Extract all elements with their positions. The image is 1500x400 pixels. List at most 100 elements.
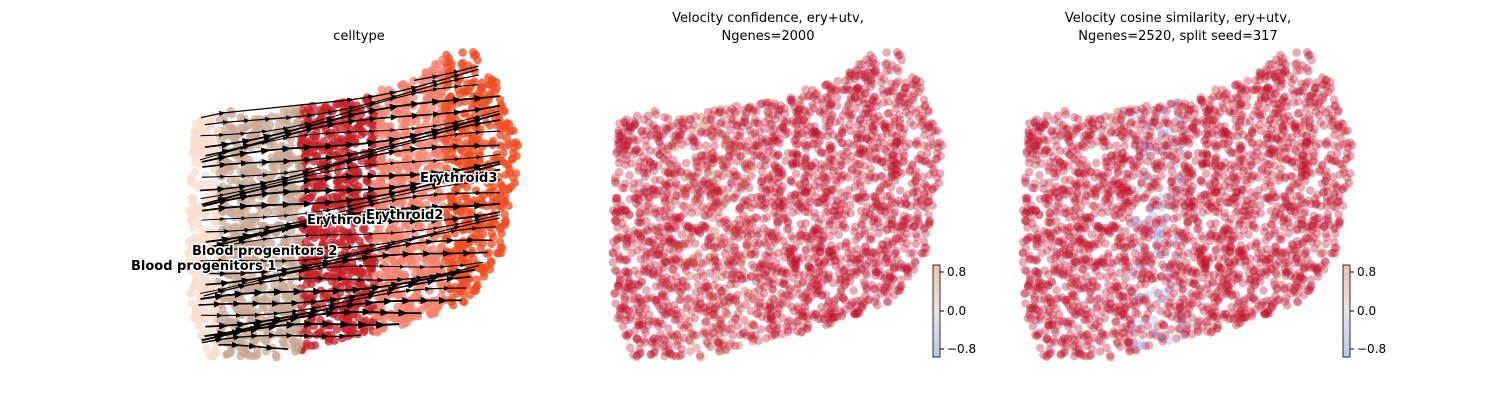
cell-point	[730, 242, 739, 252]
cell-point	[457, 60, 466, 69]
cell-point	[858, 187, 868, 197]
cell-point	[187, 299, 196, 308]
cell-point	[509, 126, 518, 135]
panel-celltype: celltype Blood progenitors 1 Blood proge…	[130, 29, 523, 362]
cell-point	[629, 178, 638, 188]
cell-point	[191, 279, 200, 288]
cell-point	[747, 330, 756, 340]
cell-point	[652, 124, 662, 133]
cell-point	[928, 140, 938, 150]
cell-point	[495, 237, 505, 246]
cell-point	[799, 174, 809, 184]
cell-point	[892, 170, 901, 179]
cell-point	[493, 121, 502, 130]
cell-point	[881, 60, 890, 69]
cell-point	[478, 83, 487, 92]
cell-point	[781, 280, 790, 289]
cell-point	[374, 322, 384, 331]
cell-point	[466, 250, 475, 259]
cell-point	[323, 330, 332, 340]
cell-point	[921, 181, 931, 191]
cell-point	[740, 286, 750, 296]
cell-point	[223, 339, 233, 348]
cell-point	[226, 204, 235, 213]
cell-point	[765, 185, 774, 195]
cell-point	[900, 244, 909, 253]
cell-point	[856, 115, 865, 125]
cell-point	[676, 189, 686, 198]
cell-point	[618, 322, 628, 331]
cell-point	[926, 118, 936, 128]
panel-velocity-confidence: Velocity confidence, ery+utv, Ngenes=200…	[608, 11, 976, 362]
cell-point	[476, 244, 485, 253]
cell-point	[740, 159, 749, 169]
cell-point	[690, 179, 700, 188]
cell-point	[824, 121, 834, 131]
cell-point	[695, 350, 705, 360]
cell-point	[640, 187, 649, 197]
cell-point	[387, 225, 397, 234]
cell-point	[485, 121, 495, 130]
cell-point	[693, 189, 703, 198]
cell-point	[458, 48, 467, 57]
cell-point	[890, 262, 900, 272]
cell-point	[660, 113, 669, 122]
cell-point	[701, 151, 710, 160]
cell-point	[258, 295, 268, 304]
cell-point	[781, 242, 791, 252]
cell-point	[247, 224, 257, 233]
cluster-label-erythroid2: Erythroid2	[366, 208, 443, 223]
cell-point	[306, 136, 315, 145]
cell-point	[306, 193, 316, 202]
cell-point	[442, 82, 451, 91]
cell-point	[757, 201, 767, 210]
cell-point	[232, 305, 241, 314]
cell-point	[208, 352, 217, 361]
cell-point	[717, 117, 726, 127]
cell-point	[303, 324, 312, 334]
cell-point	[348, 234, 358, 244]
cell-point	[790, 136, 799, 145]
cell-point	[671, 196, 680, 206]
cell-point	[664, 340, 674, 349]
cell-point	[357, 126, 366, 135]
cell-point	[405, 226, 414, 235]
cell-point	[813, 285, 823, 294]
cell-point	[442, 50, 451, 60]
cell-point	[425, 286, 434, 295]
cell-point	[660, 351, 669, 361]
cell-point	[494, 172, 504, 181]
cell-point	[268, 162, 277, 171]
cell-point	[718, 323, 728, 332]
cell-point	[281, 209, 290, 218]
cell-point	[711, 266, 721, 275]
cell-point	[704, 290, 714, 300]
cell-point	[234, 334, 243, 343]
cell-point	[472, 275, 481, 284]
cell-point	[770, 295, 779, 304]
cell-point	[209, 136, 218, 145]
cell-point	[788, 234, 798, 244]
cell-point	[201, 284, 210, 293]
cell-point	[230, 161, 239, 170]
cell-point	[822, 198, 832, 208]
cell-point	[354, 268, 364, 278]
cell-point	[232, 132, 241, 141]
cell-point	[817, 165, 826, 174]
cell-point	[715, 155, 725, 165]
cell-point	[851, 65, 861, 74]
cell-point	[810, 244, 819, 253]
cell-point	[788, 98, 797, 107]
cell-point	[211, 294, 220, 303]
cell-point	[839, 151, 849, 161]
cell-point	[291, 105, 301, 114]
cell-point	[199, 233, 209, 242]
cell-point	[895, 186, 905, 195]
cell-point	[808, 100, 817, 109]
cell-point	[643, 265, 653, 274]
cell-point	[201, 343, 211, 352]
cell-point	[865, 172, 875, 182]
cell-point	[194, 322, 204, 331]
cell-point	[345, 321, 354, 330]
cell-point	[471, 140, 480, 149]
